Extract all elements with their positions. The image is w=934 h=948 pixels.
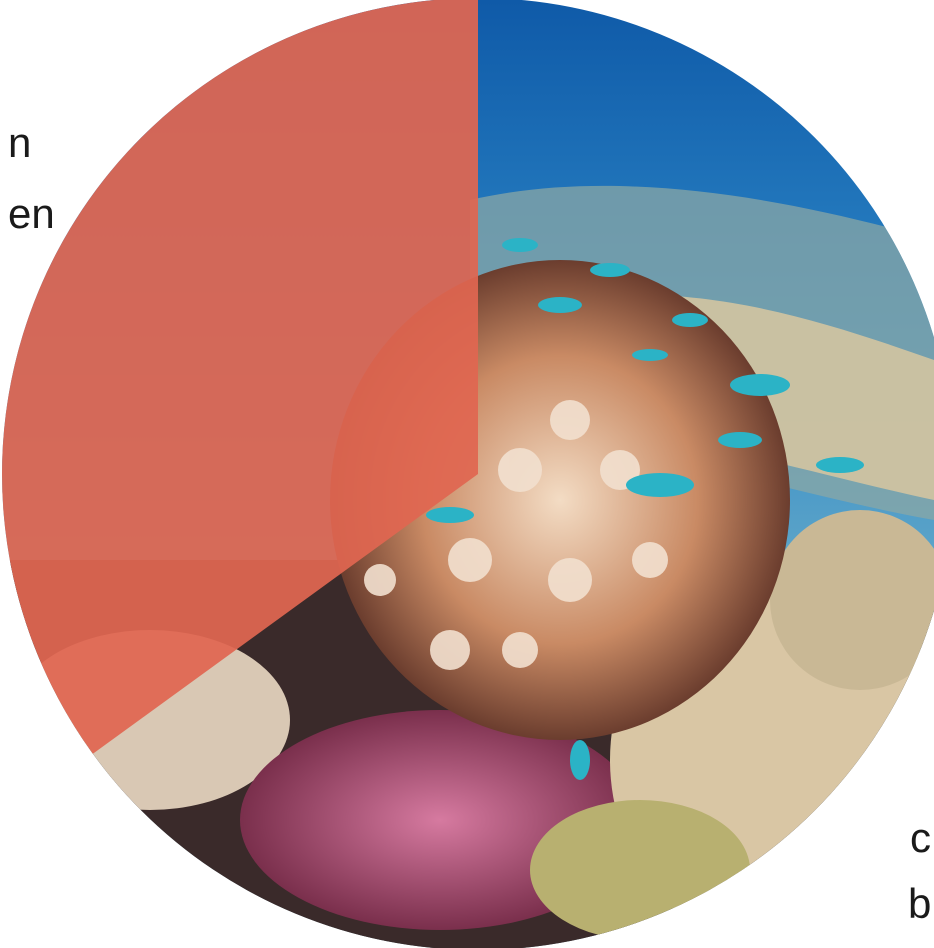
fragment-bottom-right-line2: b — [908, 880, 931, 927]
fragment-bottom-right-line1: c — [910, 814, 931, 861]
fragment-top-left-line1: n — [8, 119, 31, 166]
fragment-top-left-line2: en — [8, 190, 55, 237]
pie-slice-0 — [2, 0, 478, 754]
